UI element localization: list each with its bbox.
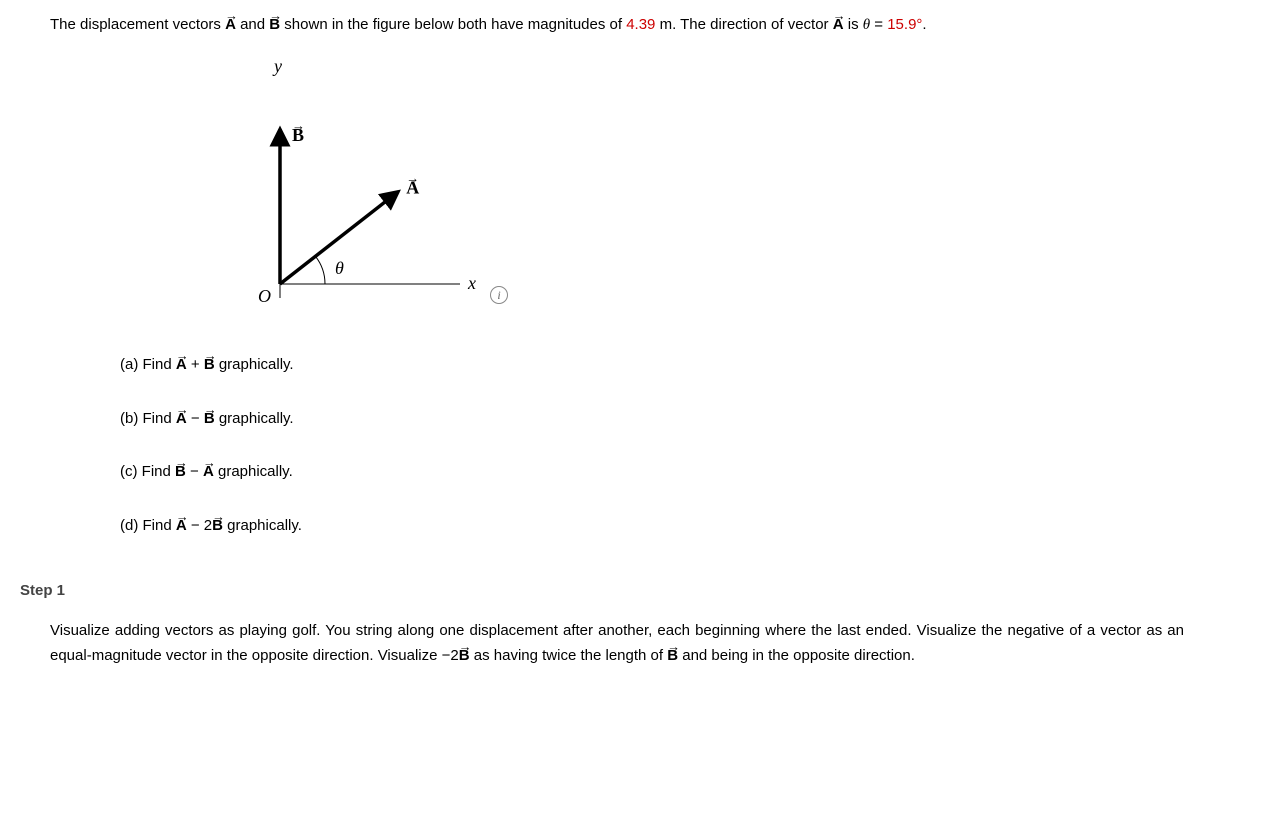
qb-suffix: graphically. — [215, 410, 294, 427]
svg-text:y: y — [272, 56, 282, 76]
qd-vec1: →A — [176, 513, 187, 539]
step-vecB: →B — [667, 643, 678, 669]
svg-text:O: O — [258, 286, 271, 306]
intro-text-2: and — [236, 16, 269, 33]
qc-vec2: →A — [203, 459, 214, 485]
svg-text:→: → — [406, 170, 419, 185]
intro-paragraph: The displacement vectors →A and →B shown… — [50, 12, 1234, 39]
qc-prefix: (c) Find — [120, 463, 175, 480]
qa-vec1: →A — [176, 352, 187, 378]
step-body: Visualize adding vectors as playing golf… — [50, 618, 1234, 669]
qb-mid: − — [187, 410, 204, 427]
qb-prefix: (b) Find — [120, 410, 176, 427]
figure-container: yxB→A→θO i — [180, 54, 580, 333]
qa-prefix: (a) Find — [120, 356, 176, 373]
intro-text-5: is — [844, 16, 863, 33]
qa-mid: + — [187, 356, 204, 373]
neg2B-prefix: −2 — [442, 647, 459, 664]
qd-suffix: graphically. — [223, 517, 302, 534]
questions-block: (a) Find →A + →B graphically. (b) Find →… — [120, 352, 1234, 538]
page-content: The displacement vectors →A and →B shown… — [0, 0, 1284, 689]
svg-text:θ: θ — [335, 258, 344, 278]
info-icon[interactable]: i — [490, 286, 508, 304]
qd-vec2: →B — [212, 513, 223, 539]
question-d: (d) Find →A − 2→B graphically. — [120, 513, 1234, 539]
step-label: Step 1 — [20, 578, 1234, 604]
question-c: (c) Find →B − →A graphically. — [120, 459, 1234, 485]
svg-text:→: → — [292, 118, 305, 133]
intro-text-1: The displacement vectors — [50, 16, 225, 33]
equals-text: = — [870, 16, 887, 33]
step-text-2: as having twice the length of — [470, 647, 668, 664]
intro-text-4: m. The direction of vector — [655, 16, 832, 33]
intro-text-3: shown in the figure below both have magn… — [280, 16, 626, 33]
vector-A: →A — [225, 12, 236, 38]
qa-suffix: graphically. — [215, 356, 294, 373]
qc-suffix: graphically. — [214, 463, 293, 480]
neg2B-vec: →B — [459, 643, 470, 669]
magnitude-value: 4.39 — [626, 16, 655, 33]
vector-figure: yxB→A→θO — [180, 54, 480, 324]
qb-vec2: →B — [204, 406, 215, 432]
qd-mid: − 2 — [187, 517, 212, 534]
question-b: (b) Find →A − →B graphically. — [120, 406, 1234, 432]
theta-symbol: θ — [863, 17, 870, 33]
qa-vec2: →B — [204, 352, 215, 378]
step-text-3: and being in the opposite direction. — [678, 647, 915, 664]
svg-text:x: x — [467, 273, 476, 293]
qb-vec1: →A — [176, 406, 187, 432]
vector-A-2: →A — [833, 12, 844, 38]
question-a: (a) Find →A + →B graphically. — [120, 352, 1234, 378]
qc-mid: − — [186, 463, 203, 480]
angle-value: 15.9° — [887, 16, 922, 33]
qc-vec1: →B — [175, 459, 186, 485]
qd-prefix: (d) Find — [120, 517, 176, 534]
intro-text-6: . — [922, 16, 926, 33]
vector-B: →B — [269, 12, 280, 38]
